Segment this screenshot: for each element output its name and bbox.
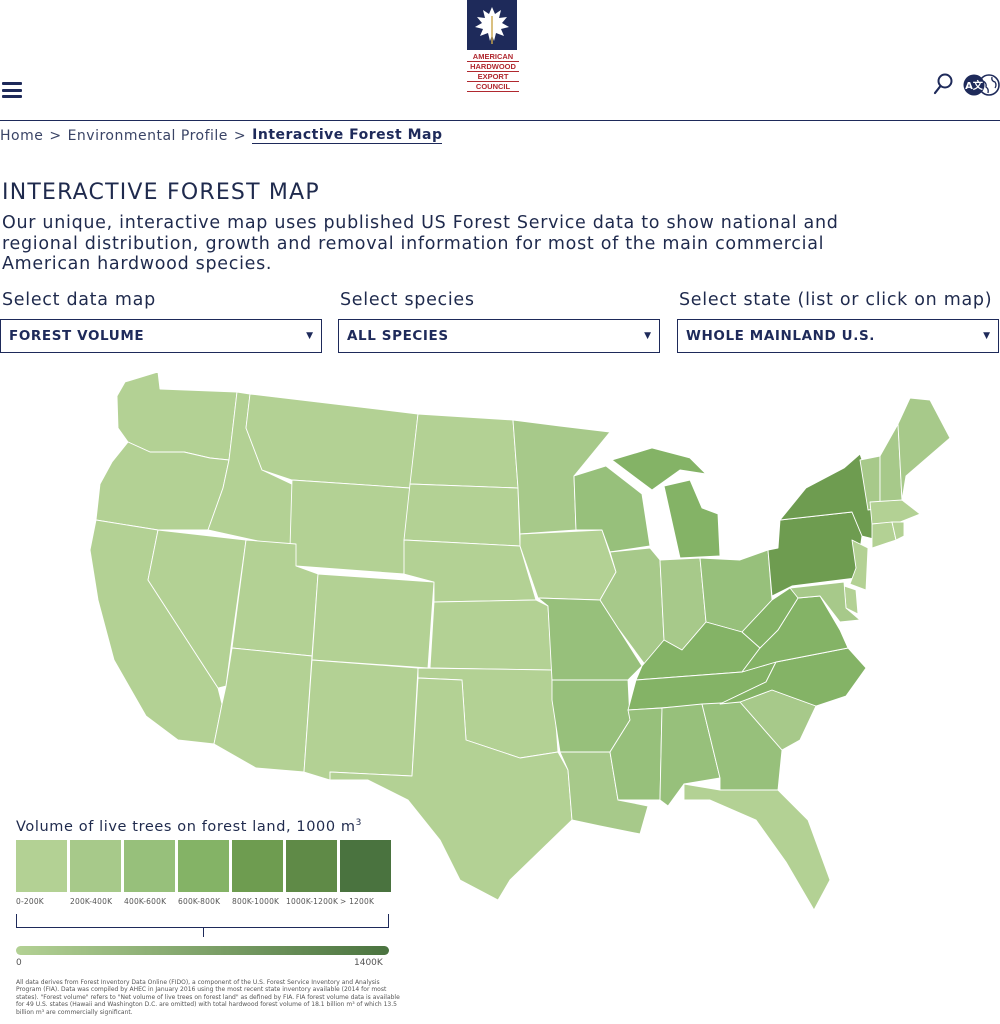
oak-leaf-logo-icon: [467, 0, 517, 50]
legend-swatch-1[interactable]: [70, 840, 121, 892]
state-mt[interactable]: [245, 393, 419, 489]
svg-text:A文: A文: [965, 79, 984, 92]
legend-bin-label: 0-200K: [16, 897, 44, 906]
legend-swatch-5[interactable]: [286, 840, 337, 892]
state-nm[interactable]: [303, 659, 419, 781]
state-pa[interactable]: [767, 511, 863, 597]
caret-down-icon: ▼: [644, 331, 651, 341]
page-intro: Our unique, interactive map uses publish…: [2, 213, 839, 274]
header-divider: [0, 120, 1000, 121]
state-select-label: Select state (list or click on map): [679, 290, 993, 310]
legend-gradient-min: 0: [16, 958, 22, 968]
breadcrumb: Home > Environmental Profile > Interacti…: [0, 127, 443, 144]
caret-down-icon: ▼: [983, 331, 990, 341]
state-select[interactable]: WHOLE MAINLAND U.S. ▼: [677, 319, 999, 353]
legend-bin-label: 400K-600K: [124, 897, 167, 906]
legend-swatch-6[interactable]: [340, 840, 391, 892]
state-ks[interactable]: [429, 599, 553, 671]
state-nj[interactable]: [849, 539, 869, 591]
state-az[interactable]: [213, 647, 313, 773]
logo-wordmark: AMERICAN HARDWOOD EXPORT COUNCIL: [467, 52, 519, 92]
caret-down-icon: ▼: [306, 331, 313, 341]
state-nd[interactable]: [409, 413, 519, 489]
state-me[interactable]: [897, 397, 951, 501]
legend-gradient-max: 1400K: [354, 958, 383, 968]
legend-swatch-0[interactable]: [16, 840, 67, 892]
translate-globe-icon[interactable]: A文: [962, 73, 1000, 97]
state-ct[interactable]: [871, 521, 897, 549]
hamburger-menu-icon[interactable]: [2, 82, 22, 98]
legend-gradient-bar: [16, 946, 389, 955]
state-fl[interactable]: [683, 783, 831, 911]
legend-bracket-tick: [203, 927, 204, 937]
breadcrumb-current-link[interactable]: Interactive Forest Map: [252, 127, 443, 144]
legend-bin-label: 200K-400K: [70, 897, 113, 906]
state-co[interactable]: [311, 573, 435, 669]
data-map-select-label: Select data map: [2, 290, 156, 310]
legend-bin-label: 1000K-1200K: [286, 897, 339, 906]
legend-bin-label: 800K-1000K: [232, 897, 280, 906]
state-tx[interactable]: [329, 677, 573, 901]
legend-bin-label: > 1200K: [340, 897, 375, 906]
state-wi[interactable]: [573, 465, 651, 553]
page-title: INTERACTIVE FOREST MAP: [2, 180, 320, 205]
state-sd[interactable]: [403, 483, 521, 547]
species-select[interactable]: ALL SPECIES ▼: [338, 319, 660, 353]
legend-swatch-4[interactable]: [232, 840, 283, 892]
breadcrumb-environmental-profile-link[interactable]: Environmental Profile: [67, 127, 228, 144]
state-wy[interactable]: [289, 479, 411, 575]
state-md[interactable]: [789, 581, 861, 623]
legend-swatch-3[interactable]: [178, 840, 229, 892]
species-select-label: Select species: [340, 290, 475, 310]
search-icon[interactable]: [932, 72, 954, 96]
legend-bracket: [16, 914, 389, 928]
breadcrumb-separator: >: [49, 127, 62, 144]
legend-swatch-2[interactable]: [124, 840, 175, 892]
legend-title: Volume of live trees on forest land, 100…: [16, 818, 362, 835]
legend-bin-labels: 0-200K 200K-400K 400K-600K 600K-800K 800…: [16, 897, 391, 906]
data-map-select-value: FOREST VOLUME: [9, 328, 145, 344]
us-forest-map: [89, 371, 951, 911]
data-source-footnote: All data derives from Forest Inventory D…: [16, 979, 400, 1016]
legend-swatches: [16, 840, 391, 892]
legend-bin-label: 600K-800K: [178, 897, 221, 906]
state-select-value: WHOLE MAINLAND U.S.: [686, 328, 875, 344]
breadcrumb-home-link[interactable]: Home: [0, 127, 44, 144]
state-ma[interactable]: [869, 499, 921, 525]
data-map-select[interactable]: FOREST VOLUME ▼: [0, 319, 322, 353]
state-ri[interactable]: [891, 521, 905, 541]
state-ia[interactable]: [519, 529, 617, 601]
state-mi[interactable]: [611, 447, 721, 559]
ahec-logo[interactable]: AMERICAN HARDWOOD EXPORT COUNCIL: [467, 0, 519, 100]
breadcrumb-separator: >: [233, 127, 247, 144]
species-select-value: ALL SPECIES: [347, 328, 449, 344]
